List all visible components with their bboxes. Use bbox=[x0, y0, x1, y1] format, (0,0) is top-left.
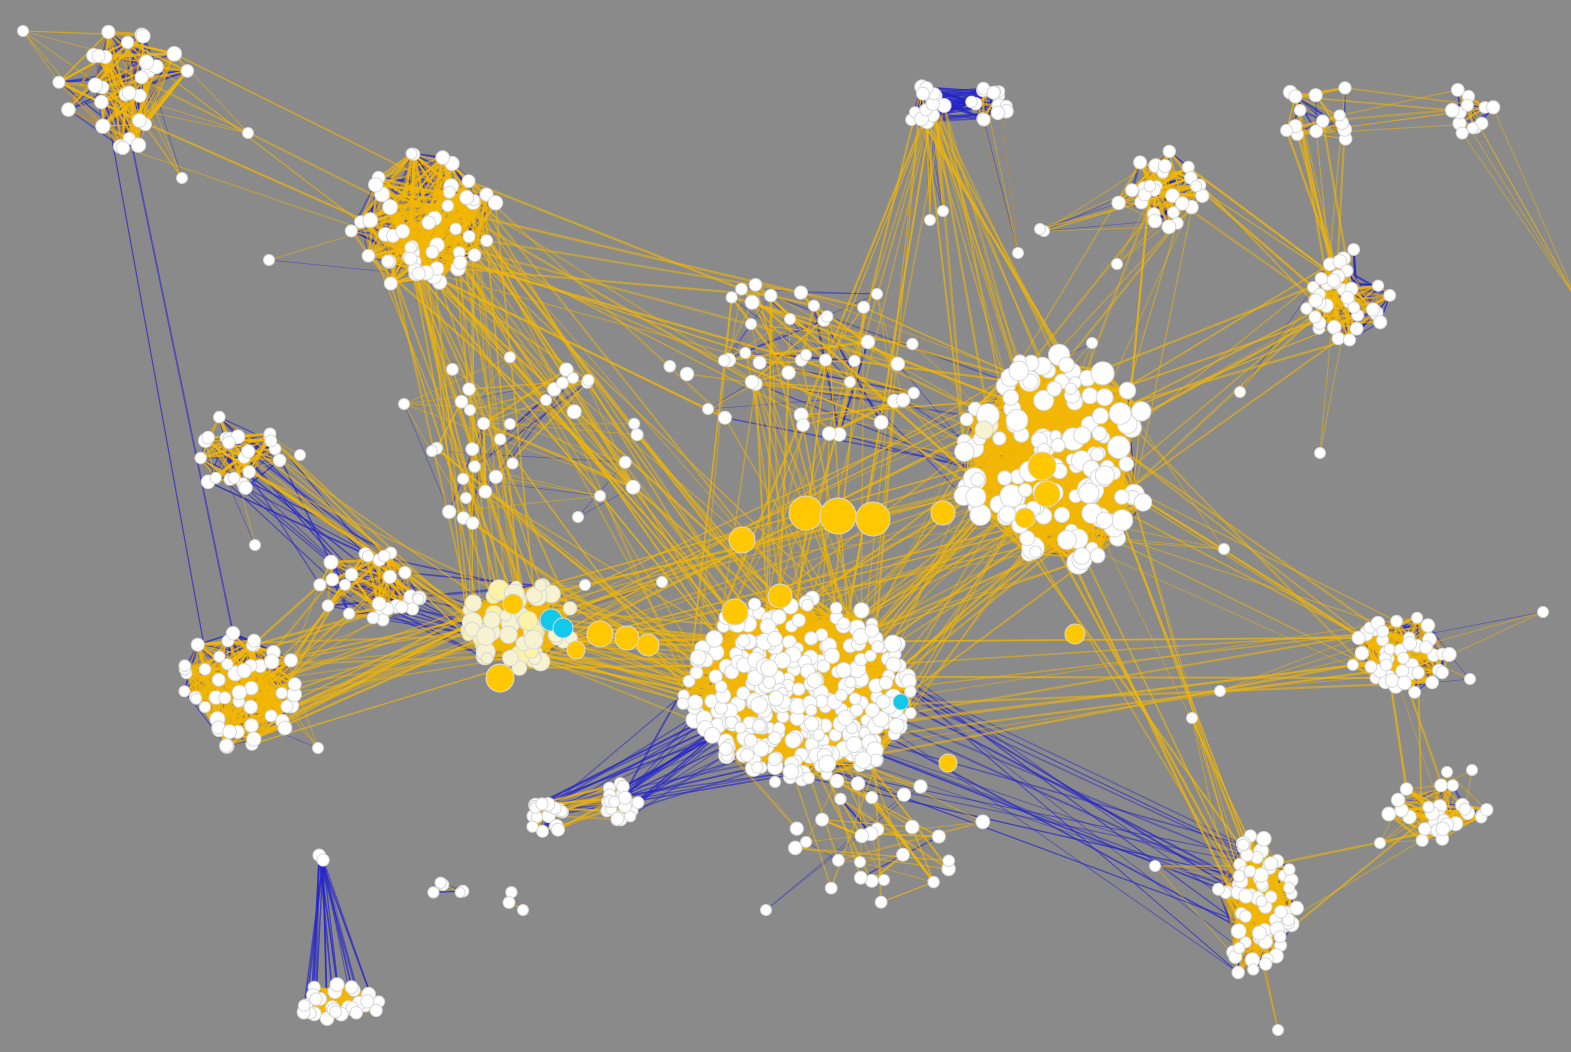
graph-edge bbox=[627, 754, 727, 804]
graph-edge bbox=[312, 855, 320, 996]
graph-edge bbox=[207, 481, 380, 561]
graph-edge bbox=[67, 41, 129, 111]
graph-edge bbox=[765, 786, 921, 911]
graph-edge bbox=[137, 70, 150, 146]
graph-edge bbox=[370, 219, 456, 230]
graph-edge bbox=[243, 669, 293, 707]
graph-edge bbox=[465, 389, 555, 499]
graph-edge bbox=[95, 53, 175, 86]
graph-edge bbox=[247, 450, 406, 574]
graph-edge bbox=[183, 644, 253, 693]
graph-edge bbox=[403, 403, 450, 512]
graph-edge bbox=[144, 70, 189, 126]
graph-edge bbox=[127, 41, 188, 72]
graph-edge bbox=[378, 176, 474, 204]
graph-edge bbox=[473, 381, 588, 468]
graph-edge bbox=[67, 35, 144, 111]
graph-edge bbox=[138, 53, 176, 97]
graph-edge bbox=[249, 665, 284, 722]
graph-edge bbox=[841, 694, 1239, 973]
graph-edge bbox=[850, 742, 1228, 893]
graph-edge bbox=[874, 749, 1263, 885]
graph-edge bbox=[800, 292, 878, 295]
graph-edge bbox=[858, 643, 1260, 939]
graph-edge bbox=[108, 31, 188, 72]
graph-edge bbox=[800, 292, 878, 295]
graph-edge bbox=[413, 153, 468, 199]
graph-edge bbox=[983, 119, 1019, 254]
graph-edge bbox=[101, 87, 219, 720]
graph-edge bbox=[910, 691, 1258, 858]
graph-edge bbox=[561, 770, 797, 812]
graph-edge bbox=[1239, 287, 1314, 393]
graph-edge bbox=[200, 447, 276, 460]
graph-edge bbox=[233, 440, 272, 479]
graph-edge bbox=[107, 31, 122, 147]
graph-edge bbox=[1258, 938, 1279, 1031]
graph-edge bbox=[330, 561, 410, 604]
graph-edge bbox=[839, 798, 872, 835]
graph-edge bbox=[268, 259, 435, 277]
graph-edge bbox=[910, 691, 1240, 949]
graph-edge bbox=[219, 416, 272, 442]
graph-edge bbox=[791, 763, 1258, 858]
graph-edge bbox=[104, 56, 140, 146]
graph-edge bbox=[369, 157, 443, 221]
graph-edge bbox=[200, 440, 271, 459]
graph-edge bbox=[808, 777, 1290, 889]
graph-edge bbox=[251, 645, 273, 717]
graph-edge bbox=[58, 31, 109, 83]
graph-edge bbox=[58, 81, 124, 149]
graph-edge bbox=[418, 197, 468, 274]
graph-edge bbox=[474, 399, 547, 467]
graph-edge bbox=[1043, 220, 1155, 232]
graph-edge bbox=[975, 103, 1019, 254]
graph-edge bbox=[67, 31, 110, 111]
graph-edge bbox=[377, 152, 413, 179]
graph-edge bbox=[322, 859, 362, 1004]
graph-edge bbox=[318, 855, 360, 1004]
graph-edge bbox=[319, 584, 383, 613]
graph-edge bbox=[322, 859, 353, 988]
graph-edge bbox=[858, 674, 1248, 856]
graph-edge bbox=[305, 859, 324, 1005]
graph-edge bbox=[814, 728, 1258, 899]
graph-edge bbox=[461, 377, 574, 403]
graph-edge bbox=[105, 52, 175, 59]
graph-edge bbox=[204, 668, 252, 689]
graph-edge bbox=[127, 41, 188, 72]
